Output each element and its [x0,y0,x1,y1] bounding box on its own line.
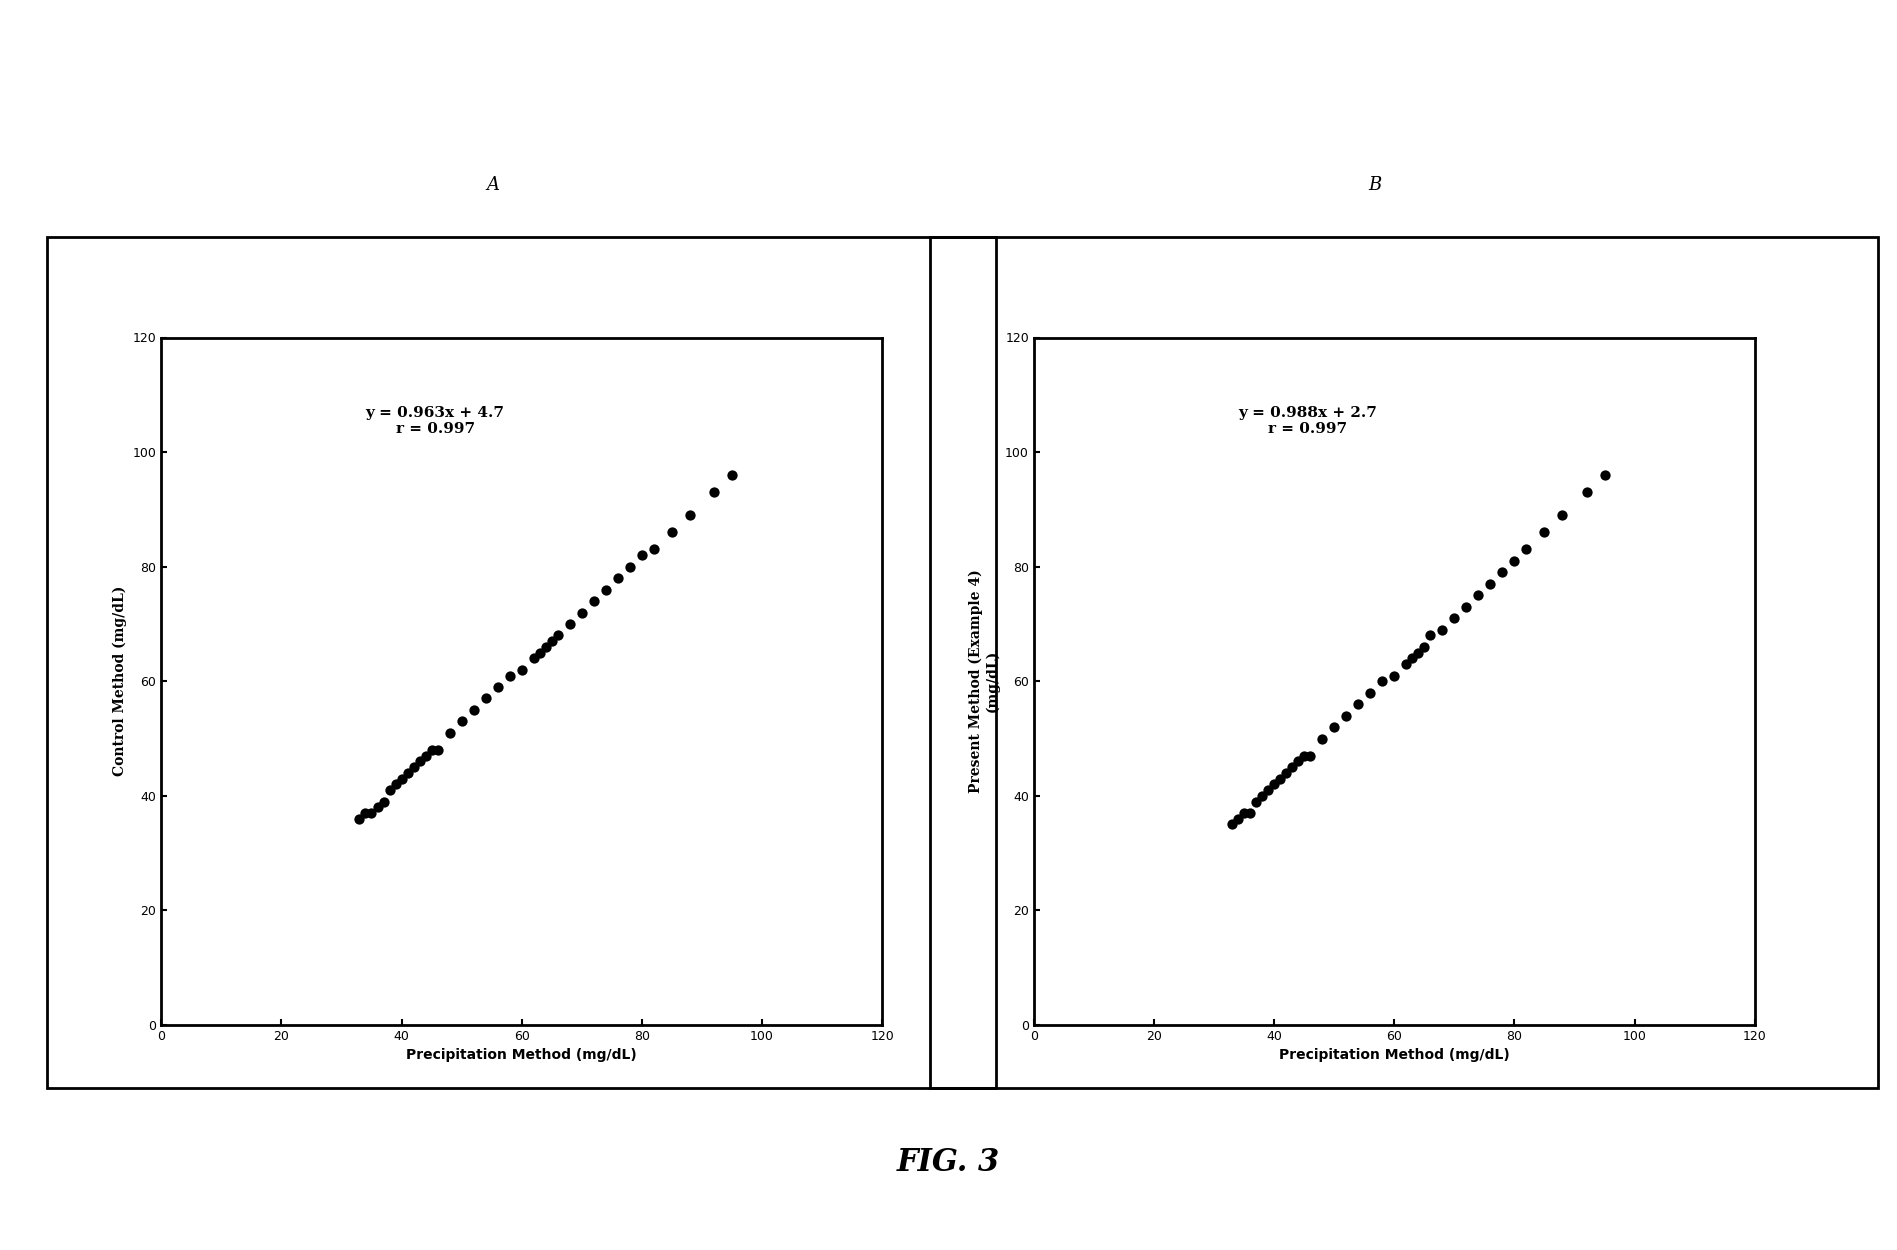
Point [1398,649,1428,669]
Point [393,762,423,782]
Point [1440,609,1470,629]
Point [398,758,429,778]
Point [1427,620,1457,640]
Point [1246,786,1277,806]
Point [404,751,434,771]
Point [1343,694,1373,714]
Point [1512,540,1542,560]
Point [374,780,404,800]
Text: A: A [488,176,499,194]
Point [1409,636,1440,658]
Text: B: B [1370,176,1381,194]
Point [368,791,398,811]
Point [1415,625,1446,645]
Point [1235,802,1265,822]
Point [1451,596,1482,616]
Point [506,660,537,680]
Text: y = 0.988x + 2.7
r = 0.997: y = 0.988x + 2.7 r = 0.997 [1239,406,1377,436]
Point [537,631,567,651]
Point [1529,522,1559,542]
Point [1271,762,1301,782]
Point [567,602,598,622]
Point [470,689,501,709]
Point [698,482,728,502]
Point [459,700,489,720]
Point [615,556,645,576]
Point [482,678,512,698]
Point [1277,758,1307,778]
Point [1590,465,1620,485]
Point [1548,505,1578,525]
Point [1290,746,1320,766]
Point [1571,482,1601,502]
Point [1487,562,1518,582]
Point [1404,642,1434,662]
Point [1332,705,1362,725]
Point [626,545,656,565]
Point [656,522,687,542]
Y-axis label: Present Method (Example 4)
(mg/dL): Present Method (Example 4) (mg/dL) [969,570,1000,794]
Point [387,769,417,789]
Point [1224,809,1254,829]
Point [1254,780,1284,800]
Point [603,568,634,589]
Point [590,580,620,600]
Point [1296,746,1326,766]
Point [434,722,465,742]
Point [410,746,440,766]
Point [446,711,476,731]
Point [1265,769,1296,789]
Point [531,636,562,658]
Text: y = 0.963x + 4.7
r = 0.997: y = 0.963x + 4.7 r = 0.997 [366,406,505,436]
Point [1354,682,1385,702]
Point [345,809,376,829]
Point [495,665,525,685]
X-axis label: Precipitation Method (mg/dL): Precipitation Method (mg/dL) [406,1049,637,1062]
Point [1318,718,1349,738]
Point [417,740,448,760]
Point [524,642,556,662]
Point [1391,654,1421,674]
X-axis label: Precipitation Method (mg/dL): Precipitation Method (mg/dL) [1279,1049,1510,1062]
Point [1260,774,1290,795]
Point [423,740,453,760]
Point [357,802,387,822]
Point [1241,791,1271,811]
Y-axis label: Control Method (mg/dL): Control Method (mg/dL) [112,586,127,776]
Point [579,591,609,611]
Point [1499,551,1529,571]
Point [379,774,412,795]
Point [639,540,670,560]
Point [1379,665,1409,685]
Text: FIG. 3: FIG. 3 [897,1148,1000,1178]
Point [1229,802,1260,822]
Point [1368,671,1398,691]
Point [1463,585,1493,605]
Point [1307,729,1337,749]
Point [717,465,747,485]
Point [518,649,548,669]
Point [675,505,706,525]
Point [554,614,584,634]
Point [1476,574,1506,594]
Point [362,798,393,818]
Point [351,802,381,822]
Point [543,625,573,645]
Point [1282,751,1313,771]
Point [1218,815,1248,835]
